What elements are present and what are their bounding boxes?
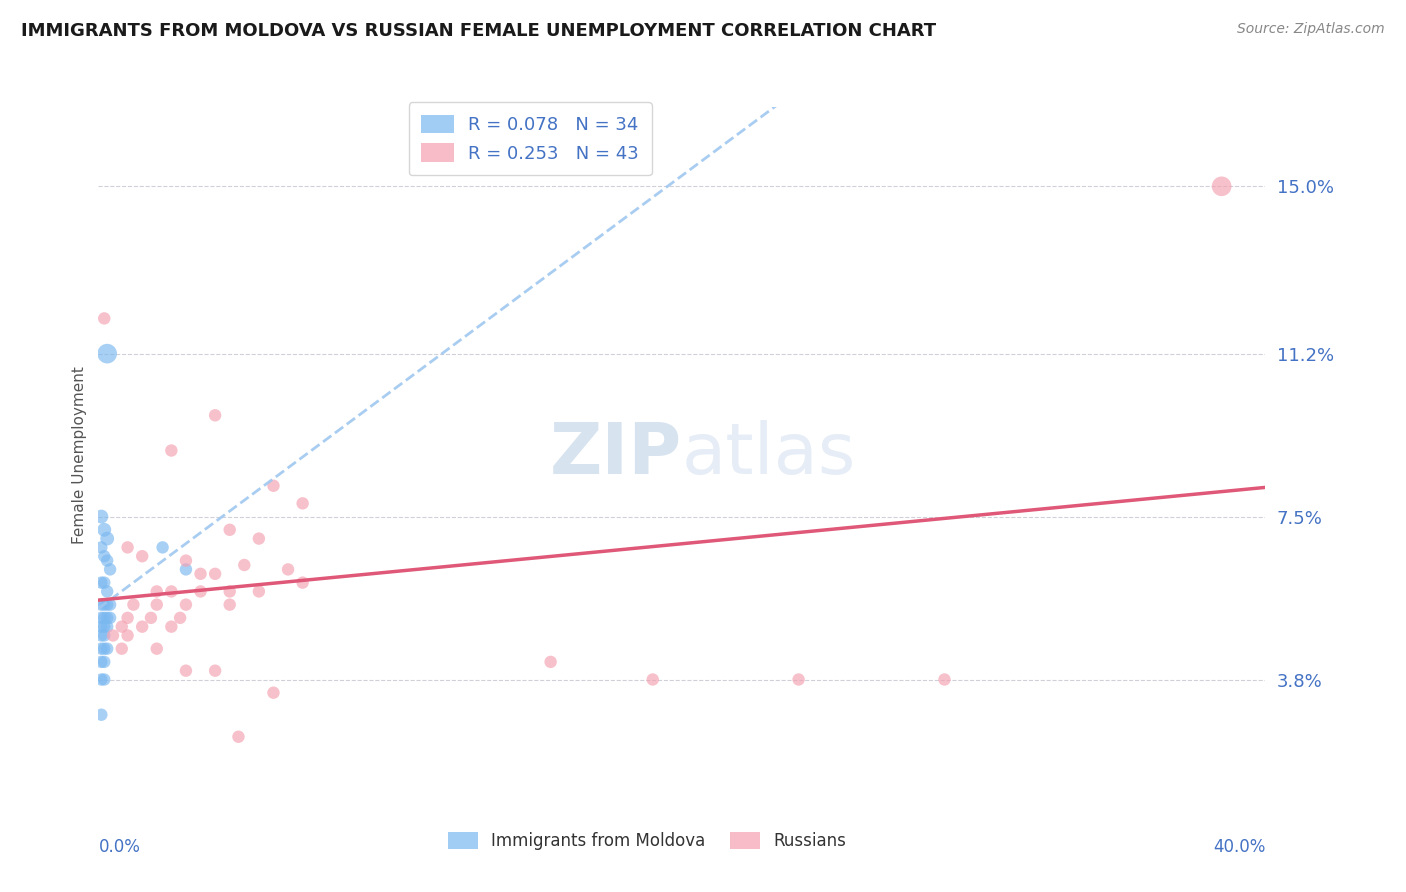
Point — [540, 655, 562, 669]
Point — [277, 562, 299, 576]
Point — [146, 584, 169, 599]
Point — [641, 673, 664, 687]
Point — [228, 730, 250, 744]
Point — [96, 346, 118, 360]
Point — [96, 641, 118, 656]
Point — [117, 611, 139, 625]
Point — [160, 443, 183, 458]
Point — [111, 620, 134, 634]
Point — [96, 584, 118, 599]
Text: 0.0%: 0.0% — [98, 838, 141, 856]
Point — [934, 673, 956, 687]
Point — [190, 566, 212, 581]
Point — [131, 620, 153, 634]
Text: 40.0%: 40.0% — [1213, 838, 1265, 856]
Point — [96, 620, 118, 634]
Point — [98, 611, 121, 625]
Point — [93, 611, 115, 625]
Point — [96, 611, 118, 625]
Point — [93, 628, 115, 642]
Point — [146, 598, 169, 612]
Point — [174, 664, 197, 678]
Point — [93, 549, 115, 564]
Point — [96, 532, 118, 546]
Point — [90, 673, 112, 687]
Point — [169, 611, 191, 625]
Point — [93, 523, 115, 537]
Point — [90, 509, 112, 524]
Point — [93, 655, 115, 669]
Point — [146, 641, 169, 656]
Point — [152, 541, 174, 555]
Text: ZIP: ZIP — [550, 420, 682, 490]
Text: Source: ZipAtlas.com: Source: ZipAtlas.com — [1237, 22, 1385, 37]
Point — [90, 620, 112, 634]
Text: IMMIGRANTS FROM MOLDOVA VS RUSSIAN FEMALE UNEMPLOYMENT CORRELATION CHART: IMMIGRANTS FROM MOLDOVA VS RUSSIAN FEMAL… — [21, 22, 936, 40]
Point — [204, 664, 226, 678]
Point — [174, 553, 197, 567]
Point — [204, 409, 226, 423]
Point — [98, 562, 121, 576]
Point — [117, 628, 139, 642]
Point — [174, 598, 197, 612]
Text: atlas: atlas — [682, 420, 856, 490]
Point — [96, 553, 118, 567]
Point — [291, 575, 314, 590]
Point — [131, 549, 153, 564]
Point — [111, 641, 134, 656]
Point — [247, 584, 270, 599]
Point — [233, 558, 256, 572]
Point — [218, 598, 240, 612]
Point — [98, 598, 121, 612]
Point — [218, 523, 240, 537]
Point — [1211, 179, 1233, 194]
Point — [90, 655, 112, 669]
Point — [96, 598, 118, 612]
Point — [247, 532, 270, 546]
Point — [90, 598, 112, 612]
Point — [139, 611, 162, 625]
Point — [122, 598, 145, 612]
Y-axis label: Female Unemployment: Female Unemployment — [72, 366, 87, 544]
Point — [262, 686, 284, 700]
Point — [160, 620, 183, 634]
Point — [90, 611, 112, 625]
Point — [90, 628, 112, 642]
Point — [93, 575, 115, 590]
Point — [160, 584, 183, 599]
Legend: Immigrants from Moldova, Russians: Immigrants from Moldova, Russians — [441, 826, 853, 857]
Point — [117, 541, 139, 555]
Point — [204, 566, 226, 581]
Point — [262, 479, 284, 493]
Point — [90, 641, 112, 656]
Point — [93, 673, 115, 687]
Point — [218, 584, 240, 599]
Point — [291, 496, 314, 510]
Point — [101, 628, 124, 642]
Point — [93, 641, 115, 656]
Point — [90, 541, 112, 555]
Point — [90, 575, 112, 590]
Point — [93, 598, 115, 612]
Point — [93, 311, 115, 326]
Point — [93, 620, 115, 634]
Point — [190, 584, 212, 599]
Point — [787, 673, 810, 687]
Point — [174, 562, 197, 576]
Point — [90, 707, 112, 722]
